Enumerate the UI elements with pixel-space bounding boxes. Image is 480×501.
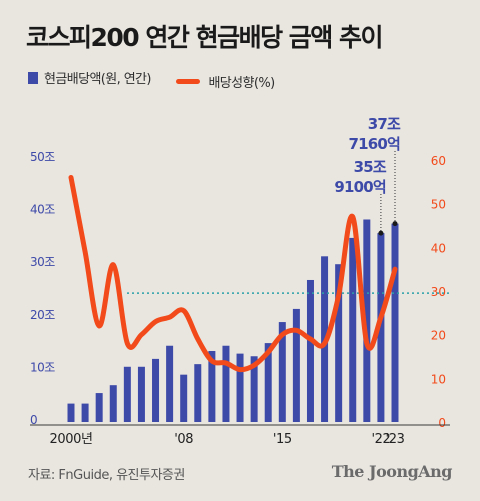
bar xyxy=(292,308,300,422)
left-axis-tick-label: 10조 xyxy=(30,360,55,374)
legend-bar-label: 현금배당액(원, 연간) xyxy=(44,72,151,87)
x-axis-tick-label: '08 xyxy=(174,432,193,447)
left-axis-tick-label: 50조 xyxy=(30,150,55,164)
legend-line-label: 배당성향(%) xyxy=(208,75,275,91)
bar xyxy=(335,264,343,422)
bar xyxy=(95,393,103,422)
annotation-label: 37조 xyxy=(368,115,401,133)
bar xyxy=(250,356,258,422)
right-axis-tick-label: 60 xyxy=(431,154,446,168)
brand-logo: The JoongAng xyxy=(331,462,453,481)
payout-ratio-line xyxy=(68,174,398,373)
bar xyxy=(166,345,174,422)
legend-line-swatch xyxy=(176,78,201,84)
legend-bar-swatch xyxy=(28,71,38,84)
legend-line-item: 배당성향(%) xyxy=(176,72,275,91)
x-axis-tick-label: '22 xyxy=(371,432,390,447)
bar xyxy=(67,403,75,422)
annotation-label: 7160억 xyxy=(348,135,400,153)
right-axis-tick-label: 50 xyxy=(431,198,446,212)
annotation-label: 35조 xyxy=(354,158,387,176)
left-axis-tick-label: 0 xyxy=(30,413,37,427)
right-axis-tick-label: 0 xyxy=(438,416,446,430)
annotation-label: 9100억 xyxy=(334,178,386,196)
chart-title: 코스피200 연간 현금배당 금액 추이 xyxy=(26,23,384,52)
x-axis-tick-label: '23 xyxy=(386,432,405,447)
bar xyxy=(264,343,272,422)
left-axis-tick-label: 30조 xyxy=(30,255,55,269)
legend: 현금배당액(원, 연간) 배당성향(%) xyxy=(28,68,297,91)
bar xyxy=(81,403,89,422)
bar xyxy=(377,233,385,422)
annotation-dot xyxy=(392,221,398,227)
right-axis-tick-label: 40 xyxy=(431,241,446,255)
bar xyxy=(222,345,230,422)
bar xyxy=(194,364,202,422)
left-axis-tick-label: 20조 xyxy=(30,308,55,322)
right-axis-tick-label: 20 xyxy=(431,329,446,343)
bar xyxy=(137,366,145,422)
right-axis-tick-label: 30 xyxy=(431,285,446,299)
x-axis-tick-label: 2000년 xyxy=(49,432,92,447)
left-axis-tick-label: 40조 xyxy=(30,203,55,217)
legend-bar-item: 현금배당액(원, 연간) xyxy=(28,68,151,87)
bar xyxy=(236,353,244,422)
bar xyxy=(208,350,216,422)
bar xyxy=(278,322,286,422)
annotation-dot xyxy=(378,230,384,236)
bar xyxy=(391,223,399,422)
bar xyxy=(306,279,314,422)
source-note: 자료: FnGuide, 유진투자증권 xyxy=(28,468,185,483)
bar xyxy=(109,385,117,422)
bar xyxy=(363,219,371,422)
bar xyxy=(349,237,357,422)
x-axis-tick-label: '15 xyxy=(273,432,292,447)
bar xyxy=(123,366,131,422)
bar xyxy=(152,358,160,422)
bar xyxy=(180,374,188,422)
right-axis-tick-label: 10 xyxy=(431,372,446,386)
